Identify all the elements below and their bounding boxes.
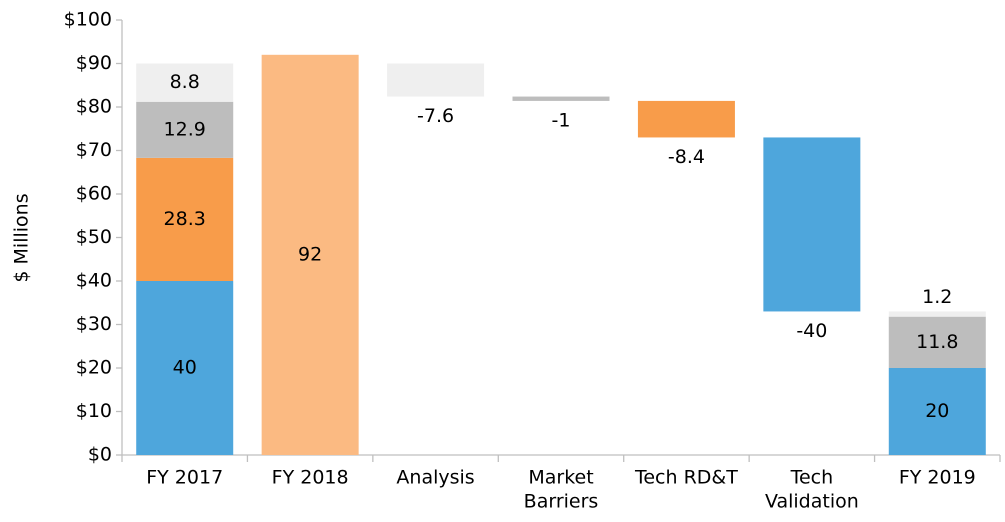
y-axis-label: $ Millions <box>11 193 33 282</box>
y-tick-label: $10 <box>76 400 112 422</box>
data-label: 12.9 <box>164 118 206 140</box>
y-tick-label: $60 <box>76 183 112 205</box>
bar <box>637 100 735 138</box>
data-label: 8.8 <box>170 71 200 93</box>
data-label: -7.6 <box>417 105 454 127</box>
x-tick-label: FY 2018 <box>272 467 349 489</box>
x-tick-label: FY 2017 <box>146 467 223 489</box>
data-label: 28.3 <box>164 208 206 230</box>
y-tick-label: $50 <box>76 226 112 248</box>
y-tick-label: $90 <box>76 52 112 74</box>
y-tick-label: $100 <box>64 9 112 31</box>
bar <box>387 63 485 97</box>
bar <box>261 54 359 456</box>
y-tick-label: $30 <box>76 313 112 335</box>
y-tick-label: $40 <box>76 270 112 292</box>
x-tick-label: Barriers <box>524 491 599 513</box>
y-tick-label: $80 <box>76 96 112 118</box>
data-label: -40 <box>796 320 827 342</box>
bar <box>888 311 986 317</box>
bar <box>888 316 986 368</box>
bar <box>136 63 234 102</box>
x-tick-label: Analysis <box>396 467 474 489</box>
data-label: -1 <box>552 109 571 131</box>
data-label: 1.2 <box>922 286 952 308</box>
data-label: 40 <box>173 357 197 379</box>
y-tick-label: $70 <box>76 139 112 161</box>
bar <box>763 137 861 312</box>
bar <box>136 101 234 158</box>
bar <box>136 157 234 281</box>
x-tick-label: Tech <box>790 467 834 489</box>
y-tick-label: $0 <box>88 444 112 466</box>
data-label: 20 <box>925 400 949 422</box>
bar <box>136 281 234 455</box>
data-label: 92 <box>298 243 322 265</box>
bar <box>888 368 986 455</box>
bar <box>512 96 610 101</box>
data-label: -8.4 <box>668 146 705 168</box>
x-tick-label: Validation <box>765 491 859 513</box>
x-tick-label: Tech RD&T <box>634 467 738 489</box>
data-label: 11.8 <box>916 331 958 353</box>
y-tick-label: $20 <box>76 357 112 379</box>
x-tick-label: FY 2019 <box>899 467 976 489</box>
x-tick-label: Market <box>528 467 593 489</box>
